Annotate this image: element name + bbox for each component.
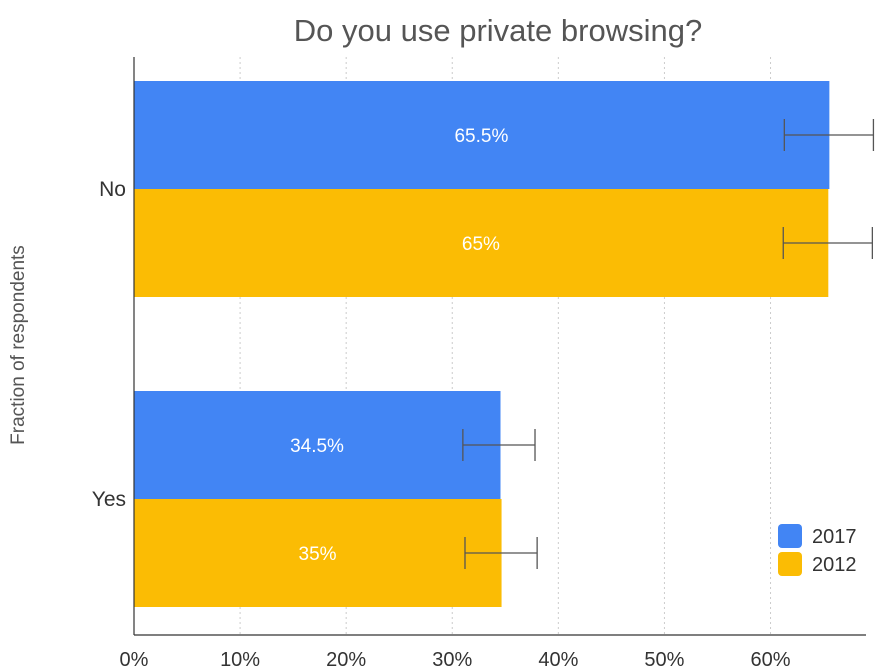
legend: 2017 2012 [778, 524, 857, 576]
x-tick-label: 20% [326, 649, 366, 671]
category-label: No [99, 178, 126, 201]
bar [134, 81, 830, 189]
y-axis-label: Fraction of respondents [8, 245, 29, 445]
chart-title: Do you use private browsing? [294, 13, 702, 48]
x-ticks: 0% 10% 20% 30% 40% 50% 60% [120, 649, 791, 671]
category-label: Yes [92, 488, 126, 511]
data-label: 65.5% [454, 126, 508, 147]
x-tick-label: 60% [751, 649, 791, 671]
legend-swatch-2017 [778, 524, 802, 548]
legend-label-2012: 2012 [812, 554, 857, 576]
data-labels: 65.5% 65% 34.5% 35% [290, 126, 508, 565]
bars [134, 81, 830, 607]
x-tick-label: 50% [644, 649, 684, 671]
category-labels: No Yes [92, 178, 126, 511]
x-tick-label: 10% [220, 649, 260, 671]
legend-swatch-2012 [778, 552, 802, 576]
x-tick-label: 30% [432, 649, 472, 671]
x-tick-label: 40% [538, 649, 578, 671]
data-label: 65% [462, 234, 500, 255]
error-bars [462, 119, 875, 569]
bar [134, 499, 502, 607]
data-label: 34.5% [290, 436, 344, 457]
legend-label-2017: 2017 [812, 526, 857, 548]
bar [134, 391, 501, 499]
x-tick-label: 0% [120, 649, 149, 671]
data-label: 35% [299, 544, 337, 565]
bar [134, 189, 829, 297]
